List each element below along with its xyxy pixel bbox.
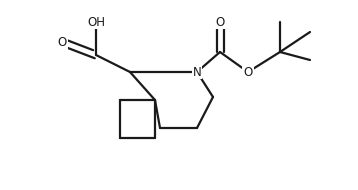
Text: O: O — [243, 66, 253, 78]
Text: OH: OH — [87, 16, 105, 28]
Text: N: N — [193, 66, 201, 78]
Text: O: O — [57, 36, 67, 48]
Text: O: O — [216, 16, 224, 28]
